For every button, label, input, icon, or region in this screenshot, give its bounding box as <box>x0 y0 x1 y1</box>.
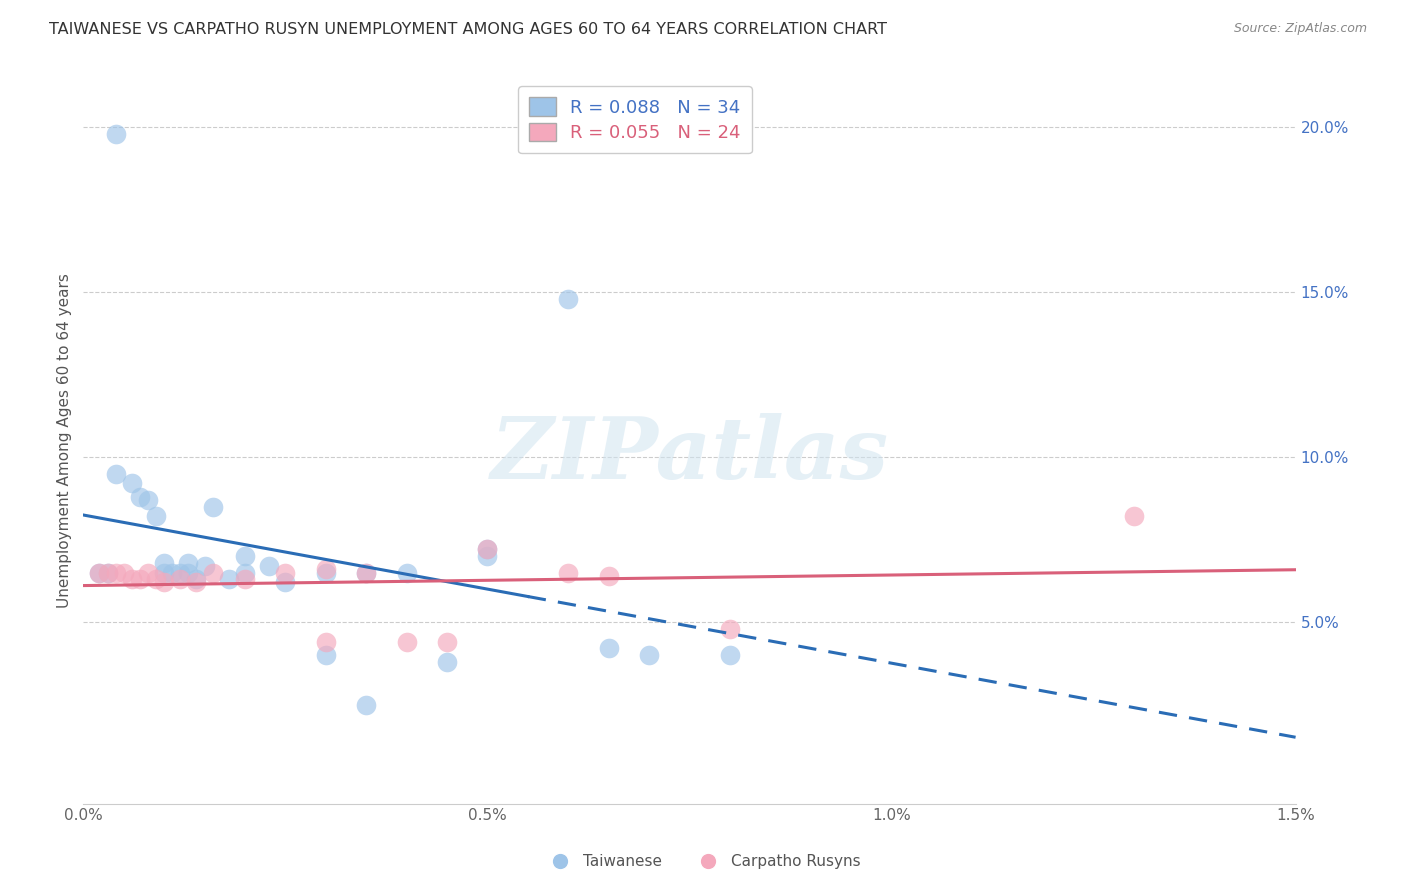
Text: TAIWANESE VS CARPATHO RUSYN UNEMPLOYMENT AMONG AGES 60 TO 64 YEARS CORRELATION C: TAIWANESE VS CARPATHO RUSYN UNEMPLOYMENT… <box>49 22 887 37</box>
Point <box>169 572 191 586</box>
Point <box>128 490 150 504</box>
Point <box>233 566 256 580</box>
Point <box>112 566 135 580</box>
Point <box>436 655 458 669</box>
Point <box>153 566 176 580</box>
Point <box>638 648 661 662</box>
Point <box>169 566 191 580</box>
Point <box>121 572 143 586</box>
Point <box>315 648 337 662</box>
Point <box>354 566 377 580</box>
Point <box>315 566 337 580</box>
Point <box>177 566 200 580</box>
Point <box>557 566 579 580</box>
Point <box>477 542 499 557</box>
Point <box>718 622 741 636</box>
Point <box>395 566 418 580</box>
Point <box>477 542 499 557</box>
Point <box>186 575 208 590</box>
Point <box>477 549 499 563</box>
Point <box>598 569 620 583</box>
Point <box>1123 509 1146 524</box>
Point <box>315 562 337 576</box>
Point <box>128 572 150 586</box>
Point <box>177 556 200 570</box>
Point <box>186 572 208 586</box>
Point <box>104 566 127 580</box>
Point <box>104 467 127 481</box>
Point <box>136 566 159 580</box>
Point <box>145 509 167 524</box>
Point <box>354 566 377 580</box>
Y-axis label: Unemployment Among Ages 60 to 64 years: Unemployment Among Ages 60 to 64 years <box>58 273 72 608</box>
Point <box>201 566 224 580</box>
Legend: R = 0.088   N = 34, R = 0.055   N = 24: R = 0.088 N = 34, R = 0.055 N = 24 <box>517 87 752 153</box>
Point <box>153 556 176 570</box>
Point <box>193 558 215 573</box>
Point <box>96 566 118 580</box>
Point <box>557 292 579 306</box>
Point <box>104 127 127 141</box>
Point <box>218 572 240 586</box>
Point <box>354 698 377 712</box>
Point <box>136 492 159 507</box>
Point <box>718 648 741 662</box>
Point <box>598 641 620 656</box>
Point <box>89 566 111 580</box>
Point <box>145 572 167 586</box>
Point <box>257 558 280 573</box>
Point <box>274 566 297 580</box>
Point <box>96 566 118 580</box>
Point <box>395 635 418 649</box>
Point <box>274 575 297 590</box>
Point <box>121 476 143 491</box>
Text: Source: ZipAtlas.com: Source: ZipAtlas.com <box>1233 22 1367 36</box>
Text: ZIPatlas: ZIPatlas <box>491 413 889 497</box>
Point <box>160 566 183 580</box>
Point <box>436 635 458 649</box>
Point <box>153 575 176 590</box>
Point <box>315 635 337 649</box>
Point <box>201 500 224 514</box>
Legend: Taiwanese, Carpatho Rusyns: Taiwanese, Carpatho Rusyns <box>538 848 868 875</box>
Point <box>233 549 256 563</box>
Point <box>233 572 256 586</box>
Point <box>89 566 111 580</box>
